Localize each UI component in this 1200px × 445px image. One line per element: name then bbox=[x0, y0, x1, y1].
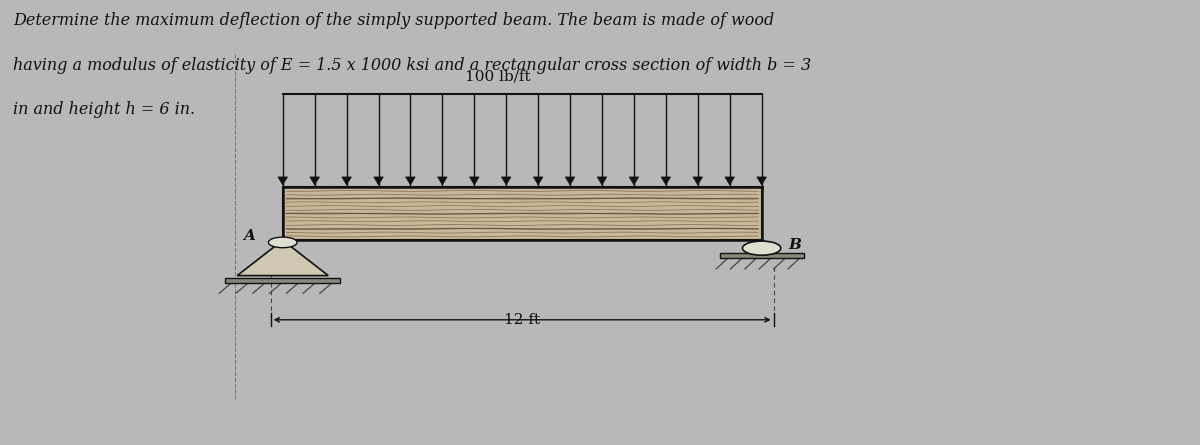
Text: A: A bbox=[244, 229, 256, 243]
Polygon shape bbox=[692, 177, 702, 185]
Polygon shape bbox=[406, 177, 415, 185]
Bar bbox=[226, 278, 341, 283]
Polygon shape bbox=[629, 177, 638, 185]
Text: B: B bbox=[788, 238, 800, 251]
Polygon shape bbox=[438, 177, 448, 185]
Polygon shape bbox=[373, 177, 383, 185]
Bar bbox=[283, 187, 762, 240]
Circle shape bbox=[269, 237, 298, 248]
Polygon shape bbox=[238, 240, 329, 275]
Polygon shape bbox=[310, 177, 319, 185]
Circle shape bbox=[743, 241, 781, 255]
Text: 100 lb/ft: 100 lb/ft bbox=[466, 69, 532, 83]
Text: having a modulus of elasticity of E = 1.5 x 1000 ksi and a rectangular cross sec: having a modulus of elasticity of E = 1.… bbox=[13, 57, 811, 74]
Text: in and height h = 6 in.: in and height h = 6 in. bbox=[13, 101, 196, 118]
Polygon shape bbox=[757, 177, 767, 185]
Polygon shape bbox=[342, 177, 352, 185]
Polygon shape bbox=[598, 177, 607, 185]
Polygon shape bbox=[565, 177, 575, 185]
Polygon shape bbox=[469, 177, 479, 185]
Polygon shape bbox=[725, 177, 734, 185]
Polygon shape bbox=[502, 177, 511, 185]
Polygon shape bbox=[533, 177, 542, 185]
Text: Determine the maximum deflection of the simply supported beam. The beam is made : Determine the maximum deflection of the … bbox=[13, 12, 775, 29]
Bar bbox=[720, 254, 804, 258]
Polygon shape bbox=[278, 177, 288, 185]
Polygon shape bbox=[661, 177, 671, 185]
Text: 12 ft: 12 ft bbox=[504, 313, 540, 327]
